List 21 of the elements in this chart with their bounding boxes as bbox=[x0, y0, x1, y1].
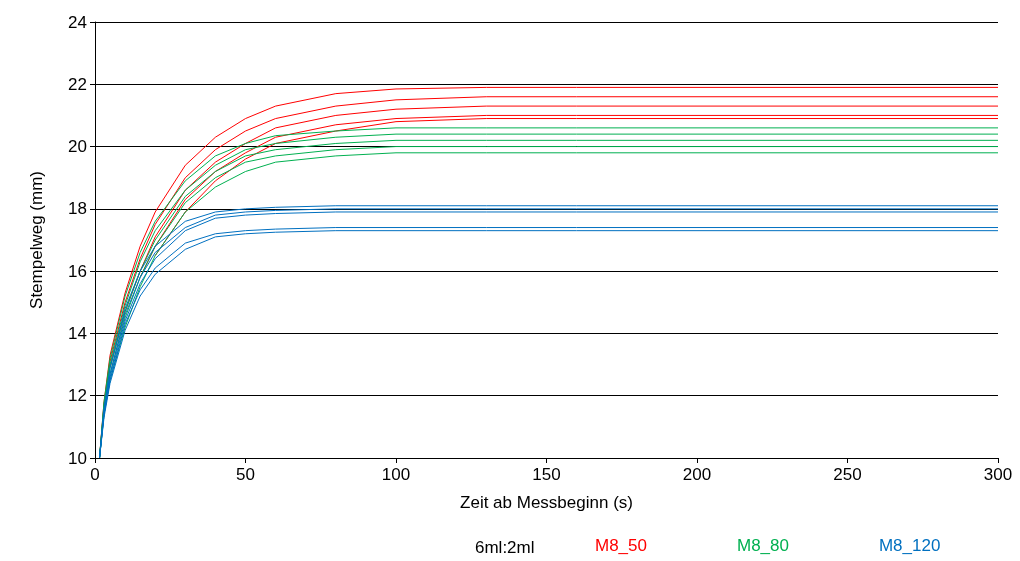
y-tick-label: 18 bbox=[68, 199, 87, 219]
y-tick-label: 14 bbox=[68, 323, 87, 343]
y-tick-label: 10 bbox=[68, 448, 87, 468]
y-tick-label: 16 bbox=[68, 261, 87, 281]
y-tick-label: 20 bbox=[68, 137, 87, 157]
x-tick-label: 50 bbox=[236, 465, 255, 484]
text: M8_80 bbox=[736, 536, 789, 555]
legend-title: 6ml:2ml bbox=[475, 538, 535, 557]
text: M8_50 bbox=[595, 536, 647, 555]
y-tick-label: 24 bbox=[68, 12, 87, 32]
y-axis-title: Stempelweg (mm) bbox=[27, 171, 46, 309]
x-tick-label: 0 bbox=[90, 465, 100, 484]
x-tick-label: 300 bbox=[983, 465, 1013, 484]
x-tick-label: 250 bbox=[833, 465, 862, 484]
x-axis-title: Zeit ab Messbeginn (s) bbox=[460, 493, 633, 512]
text: M8_120 bbox=[878, 536, 941, 555]
y-tick-label: 22 bbox=[68, 74, 87, 94]
y-tick-label: 12 bbox=[68, 386, 87, 406]
x-tick-label: 100 bbox=[381, 465, 411, 484]
x-tick-label: 150 bbox=[532, 465, 561, 484]
x-tick-label: 200 bbox=[682, 465, 712, 484]
